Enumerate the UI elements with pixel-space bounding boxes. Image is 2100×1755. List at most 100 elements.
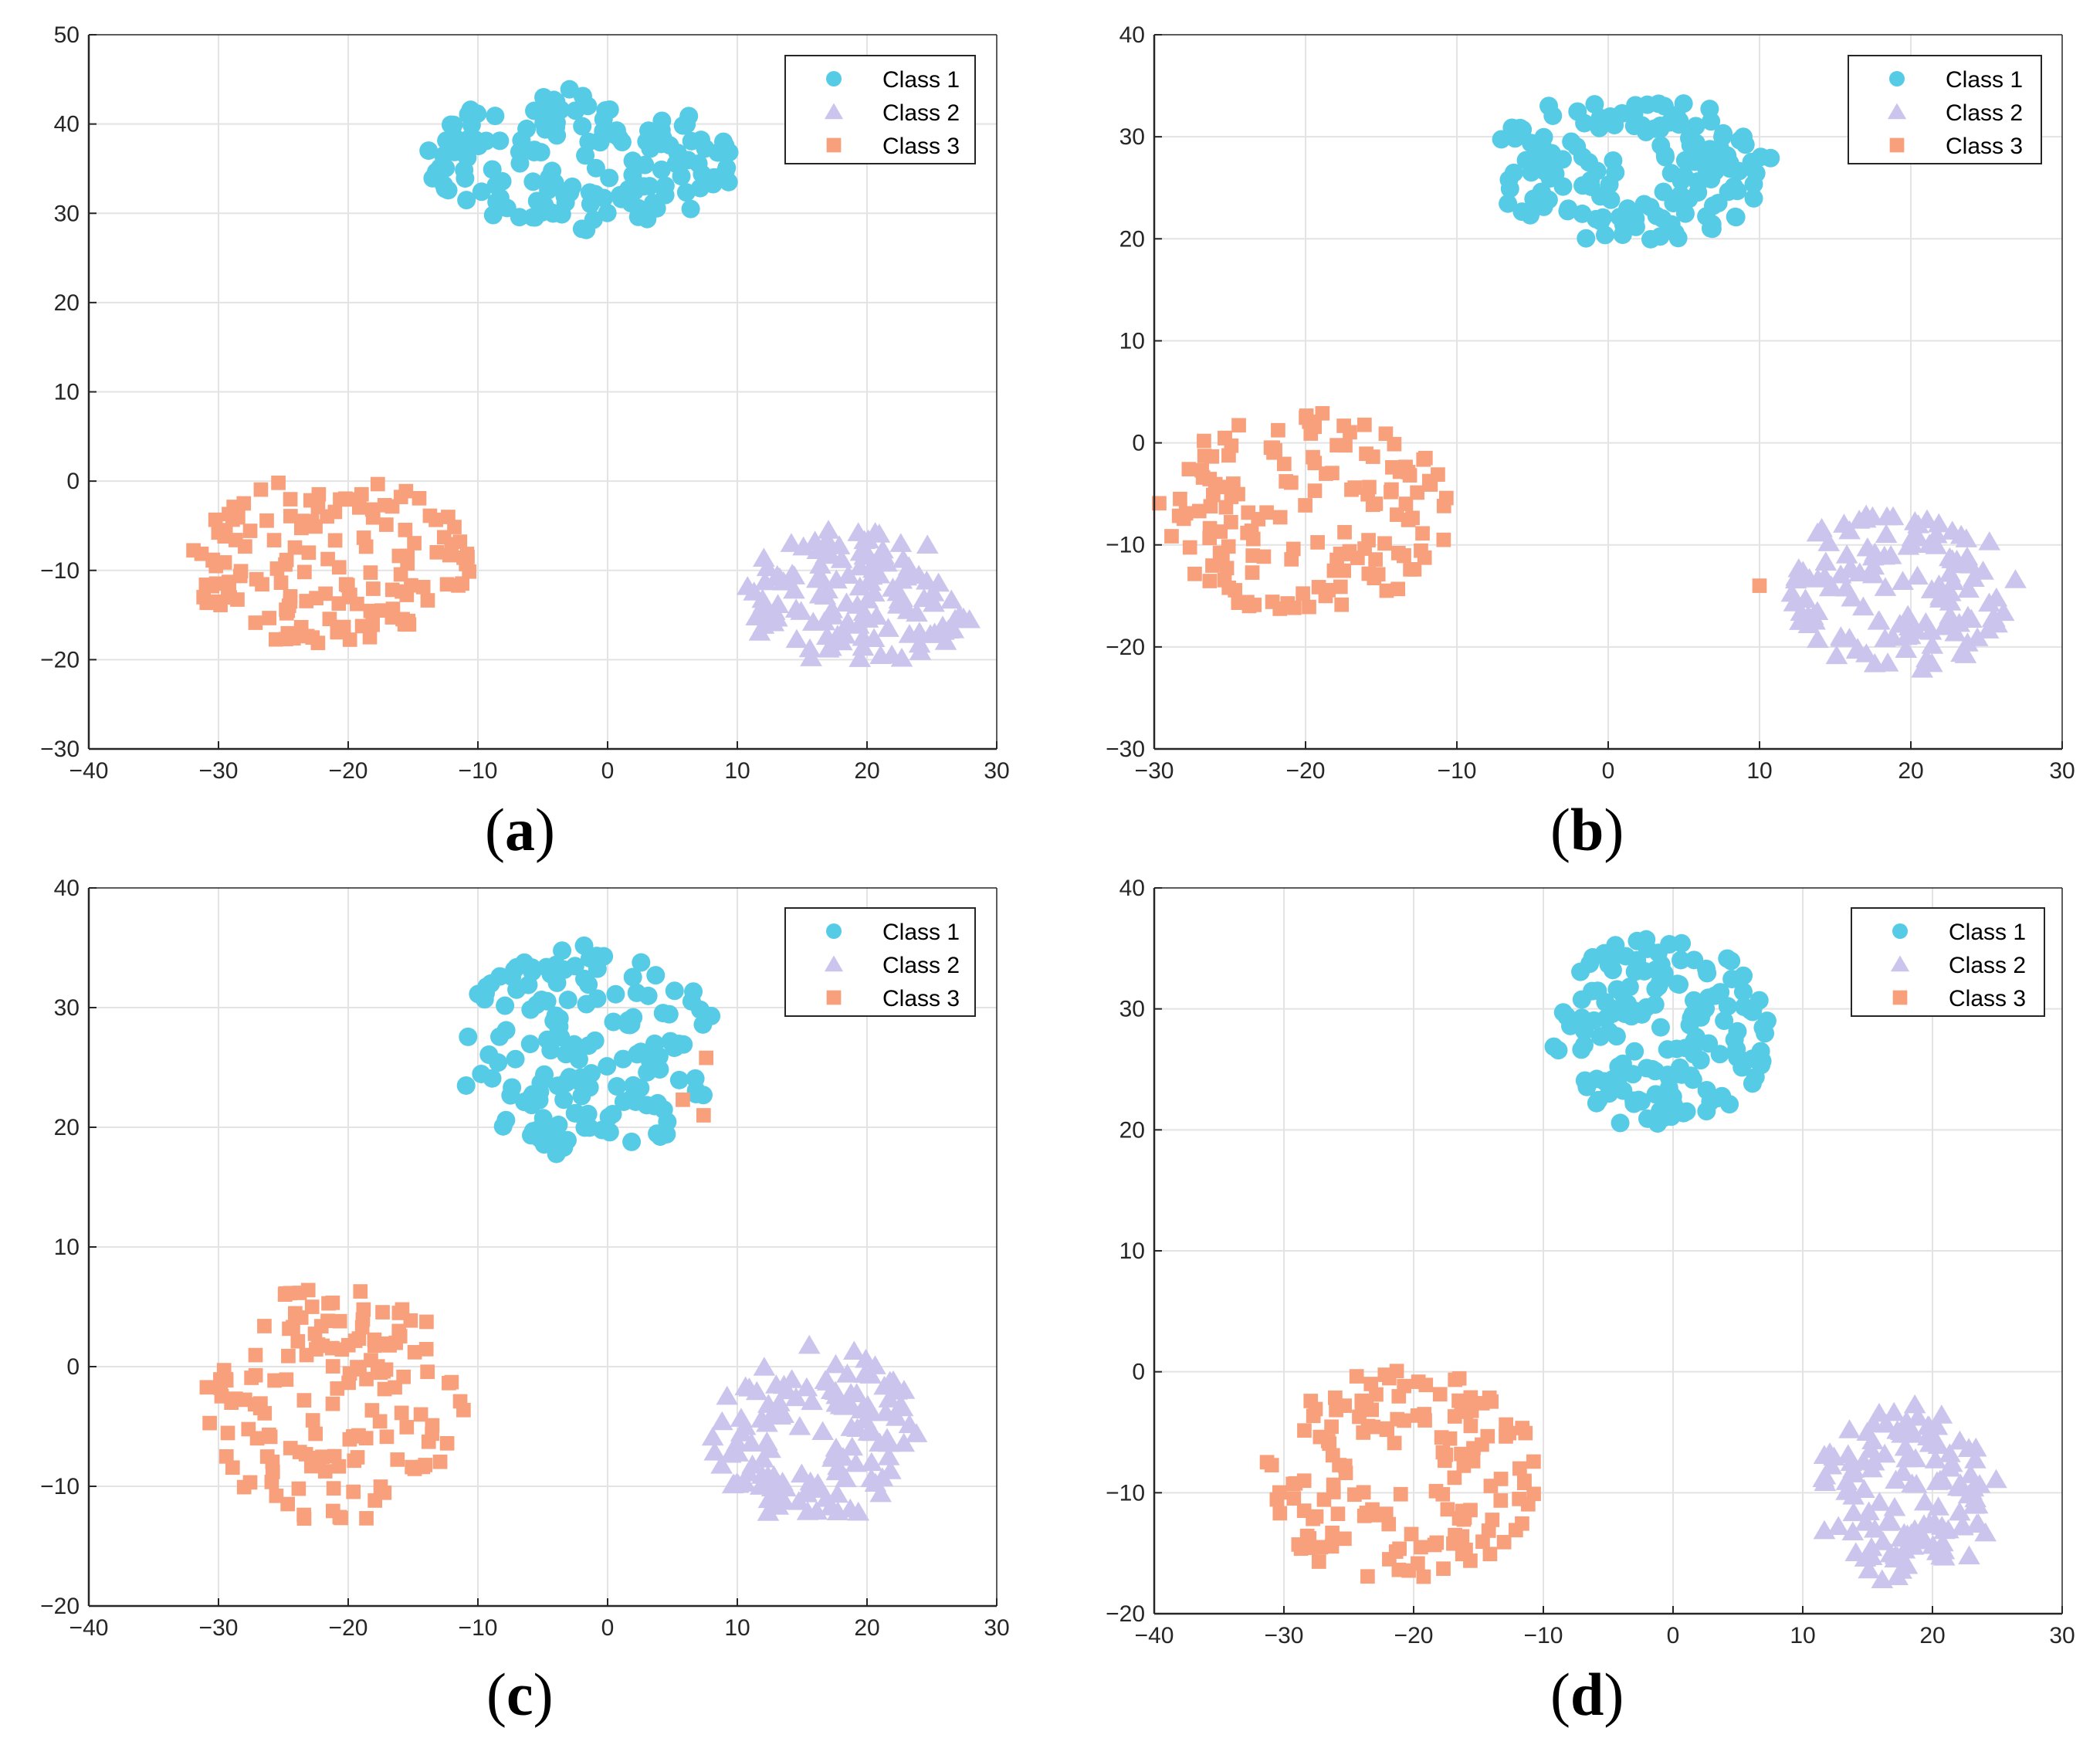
point-class3 [1306,449,1320,465]
point-class2 [865,605,888,625]
point-class2 [848,576,872,596]
point-class3 [1181,462,1197,476]
point-class2 [1932,1532,1954,1552]
point-class2 [716,1385,739,1405]
point-class2 [1879,1511,1902,1530]
point-class1 [1722,970,1742,989]
point-class1 [626,1084,645,1103]
point-class3 [267,1373,282,1388]
point-class3 [283,509,298,523]
point-class2 [1883,1496,1906,1516]
point-class3 [1324,1539,1340,1554]
x-tick-label: 0 [1667,1623,1680,1648]
point-class1 [483,1069,502,1088]
point-class3 [283,492,298,507]
point-class2 [1905,1473,1928,1493]
point-class3 [1247,598,1262,612]
point-class3 [1272,510,1288,525]
point-class1 [1574,1035,1594,1055]
y-tick-label: 30 [54,201,80,226]
legend-label-class1: Class 1 [1949,920,2026,945]
y-tick-label: 10 [1119,1238,1145,1264]
point-class3 [412,490,427,506]
point-class3 [379,1429,395,1445]
point-class2 [784,598,808,618]
point-class1 [1651,1018,1670,1037]
point-class3 [253,482,269,497]
point-class3 [407,536,422,551]
point-class3 [399,1420,415,1435]
point-class3 [384,582,400,598]
point-class3 [1436,499,1451,513]
x-tick-label: −40 [1135,1623,1174,1648]
point-class2 [1785,567,1808,586]
point-class3 [221,574,236,590]
point-class2 [792,536,815,556]
point-class3 [1517,1473,1532,1489]
x-tick-label: −20 [1394,1623,1434,1648]
point-class2 [767,594,789,613]
panel-label-d: (d) [1550,1661,1624,1728]
point-class3 [1197,449,1212,463]
point-class2 [776,1380,798,1400]
point-class2 [842,1340,865,1360]
point-class3 [1367,571,1382,586]
point-class2 [1871,1569,1894,1589]
point-class3 [351,500,367,515]
point-class2 [1944,622,1967,642]
point-class2 [862,582,886,602]
point-class3 [1187,566,1202,581]
point-class2 [839,1383,862,1402]
point-class1 [594,110,613,129]
point-class2 [752,615,775,634]
point-class2 [783,565,806,584]
point-class3 [1218,500,1234,515]
panel-letter-b: b [1570,796,1604,863]
point-class3 [327,533,343,548]
point-class3 [1512,1461,1527,1476]
point-class3 [425,1418,440,1433]
point-class3 [264,1475,279,1489]
point-class2 [1820,1455,1843,1475]
point-class1 [472,182,491,202]
legend-label-class3: Class 3 [1946,134,2023,159]
panel-letter-d: d [1570,1661,1604,1728]
point-class2 [703,1442,727,1461]
point-class3 [1415,526,1430,541]
point-class1 [622,1132,642,1151]
point-class1 [557,1130,577,1150]
point-class3 [1325,1525,1340,1540]
point-class1 [1660,935,1679,954]
point-class1 [1504,163,1523,182]
point-class1 [1742,152,1761,171]
point-class3 [198,578,214,592]
point-class1 [716,162,735,181]
point-class1 [531,143,550,162]
point-class1 [1572,1008,1591,1028]
point-class3 [1315,405,1330,421]
point-class2 [845,1452,867,1472]
point-class3 [202,1415,217,1431]
point-class3 [280,1496,296,1512]
point-class3 [279,1372,294,1387]
point-class2 [1929,1469,1952,1489]
point-class1 [579,975,598,994]
point-class1 [512,130,531,150]
point-class3 [462,564,477,579]
point-class3 [1360,1418,1376,1434]
point-class2 [719,1443,742,1463]
point-class3 [1440,1502,1455,1517]
point-class2 [815,1488,838,1507]
y-tick-label: 30 [1119,997,1145,1022]
point-class3 [1164,529,1179,544]
point-class3 [1427,1537,1442,1553]
point-class3 [354,486,369,502]
point-class2 [1841,1521,1865,1540]
point-class2 [813,611,836,631]
point-class1 [681,199,700,219]
point-class2 [1818,577,1841,597]
point-class1 [1675,151,1695,170]
point-class3 [1432,1387,1448,1402]
point-class1 [520,1035,540,1054]
point-class1 [1559,199,1578,219]
